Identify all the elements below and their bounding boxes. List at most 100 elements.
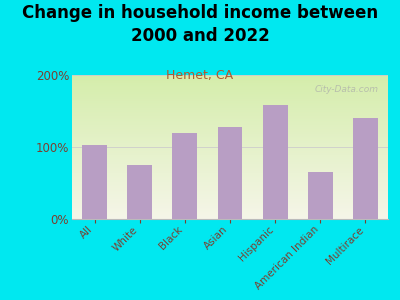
Bar [72, 97, 388, 98]
Bar [72, 158, 388, 159]
Bar [72, 170, 388, 171]
Bar [72, 155, 388, 156]
Bar [72, 93, 388, 94]
Bar [72, 184, 388, 185]
Bar [127, 165, 152, 219]
Bar [72, 92, 388, 93]
Bar [72, 214, 388, 215]
Bar [72, 154, 388, 155]
Text: City-Data.com: City-Data.com [314, 85, 378, 94]
Bar [72, 194, 388, 195]
Bar [72, 185, 388, 186]
Bar [72, 148, 388, 149]
Bar [72, 212, 388, 213]
Bar [72, 150, 388, 151]
Bar [72, 81, 388, 82]
Bar [72, 172, 388, 173]
Bar [72, 143, 388, 144]
Bar [72, 142, 388, 143]
Bar [72, 94, 388, 95]
Bar [72, 209, 388, 210]
Bar [72, 144, 388, 145]
Bar [72, 116, 388, 117]
Bar [72, 79, 388, 80]
Bar [72, 168, 388, 169]
Bar [72, 127, 388, 128]
Bar [72, 169, 388, 170]
Bar [72, 103, 388, 104]
Bar [72, 136, 388, 137]
Bar [72, 151, 388, 152]
Bar [72, 189, 388, 190]
Bar [72, 117, 388, 118]
Bar [72, 203, 388, 204]
Bar [72, 173, 388, 174]
Bar [72, 124, 388, 125]
Bar [72, 86, 388, 87]
Bar [308, 172, 333, 219]
Bar [72, 175, 388, 176]
Bar [72, 121, 388, 122]
Bar [72, 108, 388, 109]
Bar [72, 197, 388, 198]
Bar [72, 106, 388, 107]
Bar [72, 91, 388, 92]
Bar [72, 196, 388, 197]
Bar [72, 109, 388, 110]
Bar [72, 153, 388, 154]
Bar [72, 107, 388, 108]
Bar [72, 104, 388, 105]
Bar [72, 171, 388, 172]
Bar [72, 193, 388, 194]
Bar [72, 137, 388, 138]
Bar [72, 159, 388, 160]
Bar [218, 127, 242, 219]
Bar [72, 130, 388, 131]
Bar [72, 186, 388, 187]
Bar [72, 80, 388, 81]
Bar [72, 195, 388, 196]
Bar [72, 128, 388, 129]
Bar [72, 105, 388, 106]
Bar [72, 201, 388, 202]
Bar [72, 215, 388, 216]
Bar [72, 76, 388, 77]
Bar [72, 166, 388, 167]
Bar [72, 147, 388, 148]
Bar [72, 176, 388, 177]
Bar [72, 211, 388, 212]
Bar [72, 191, 388, 192]
Bar [72, 187, 388, 188]
Bar [72, 126, 388, 127]
Bar [72, 140, 388, 141]
Bar [72, 75, 388, 76]
Bar [72, 77, 388, 78]
Bar [72, 160, 388, 161]
Bar [72, 89, 388, 90]
Bar [72, 82, 388, 83]
Bar [72, 113, 388, 114]
Bar [72, 188, 388, 189]
Bar [72, 167, 388, 168]
Bar [72, 210, 388, 211]
Bar [72, 139, 388, 140]
Bar [72, 119, 388, 120]
Bar [72, 164, 388, 165]
Bar [72, 133, 388, 134]
Bar [72, 218, 388, 219]
Bar [72, 96, 388, 97]
Bar [72, 98, 388, 99]
Bar [72, 205, 388, 206]
Bar [72, 161, 388, 162]
Text: Hemet, CA: Hemet, CA [166, 69, 234, 82]
Bar [72, 146, 388, 147]
Bar [72, 138, 388, 139]
Bar [72, 182, 388, 183]
Bar [72, 181, 388, 182]
Bar [72, 163, 388, 164]
Bar [72, 102, 388, 103]
Bar [72, 204, 388, 205]
Bar [72, 132, 388, 133]
Bar [72, 78, 388, 79]
Bar [72, 149, 388, 150]
